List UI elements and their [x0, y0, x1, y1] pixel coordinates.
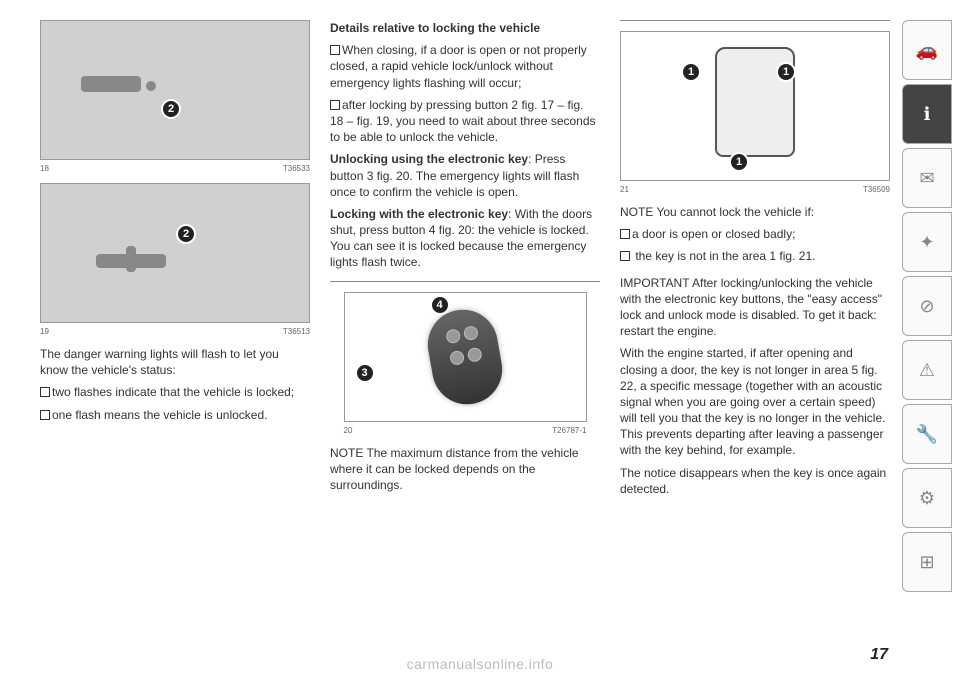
- bullet-icon: [330, 45, 340, 55]
- fig-num: 19: [40, 327, 49, 336]
- bullet-text: after locking by pressing button 2 fig. …: [330, 97, 600, 146]
- page-number: 17: [870, 646, 888, 664]
- fig-code: T26787-1: [552, 426, 586, 435]
- section-sidebar: 🚗 ℹ ✉ ✦ ⊘ ⚠ 🔧 ⚙ ⊞: [902, 20, 952, 592]
- sidebar-icon[interactable]: 🚗: [902, 20, 952, 80]
- callout-badge: 1: [681, 62, 701, 82]
- callout-badge: 3: [355, 363, 375, 383]
- callout-badge: 1: [729, 152, 749, 172]
- separator: [620, 20, 890, 21]
- sidebar-icon[interactable]: ⚙: [902, 468, 952, 528]
- fig-num: 20: [344, 426, 353, 435]
- sidebar-icon[interactable]: ⊘: [902, 276, 952, 336]
- figure-caption: 21 T36509: [620, 185, 890, 194]
- bullet-text: When closing, if a door is open or not p…: [330, 42, 600, 91]
- figure-20: 3 4: [344, 292, 587, 422]
- remote-key: [422, 304, 507, 410]
- bullet-icon: [40, 387, 50, 397]
- callout-badge: 4: [430, 295, 450, 315]
- bullet-text: a door is open or closed badly;: [620, 226, 890, 242]
- figure-21: 1 1 1: [620, 31, 890, 181]
- callout-badge: 2: [161, 99, 181, 119]
- sidebar-icon[interactable]: ✦: [902, 212, 952, 272]
- sidebar-icon[interactable]: ⊞: [902, 532, 952, 592]
- fig-code: T36513: [283, 327, 310, 336]
- fig-code: T36533: [283, 164, 310, 173]
- column-right: 1 1 1 21 T36509 NOTE You cannot lock the…: [620, 20, 890, 658]
- body-text: The notice disappears when the key is on…: [620, 465, 890, 497]
- watermark: carmanualsonline.info: [407, 656, 554, 672]
- heading: Details relative to locking the vehicle: [330, 20, 600, 36]
- note-text: NOTE The maximum distance from the vehic…: [330, 445, 600, 494]
- bullet-icon: [620, 251, 630, 261]
- bullet-icon: [620, 229, 630, 239]
- body-text: With the engine started, if after openin…: [620, 345, 890, 458]
- body-text: Unlocking using the electronic key: Pres…: [330, 151, 600, 200]
- sidebar-icon[interactable]: ⚠: [902, 340, 952, 400]
- bullet-icon: [330, 100, 340, 110]
- sidebar-icon[interactable]: 🔧: [902, 404, 952, 464]
- sidebar-icon[interactable]: ✉: [902, 148, 952, 208]
- body-text: Locking with the electronic key: With th…: [330, 206, 600, 271]
- fig-num: 21: [620, 185, 629, 194]
- figure-caption: 18 T36533: [40, 164, 310, 173]
- fig-code: T36509: [863, 185, 890, 194]
- callout-badge: 2: [176, 224, 196, 244]
- figure-caption: 20 T26787-1: [344, 426, 587, 435]
- fig-num: 18: [40, 164, 49, 173]
- column-center: Details relative to locking the vehicle …: [330, 20, 600, 658]
- figure-caption: 19 T36513: [40, 327, 310, 336]
- column-left: 2 18 T36533 2 19 T36513 The danger warni…: [40, 20, 310, 658]
- figure-18: 2: [40, 20, 310, 160]
- separator: [330, 281, 600, 282]
- body-text: The danger warning lights will flash to …: [40, 346, 310, 378]
- callout-badge: 1: [776, 62, 796, 82]
- body-text: NOTE You cannot lock the vehicle if:: [620, 204, 890, 220]
- bullet-icon: [40, 410, 50, 420]
- sidebar-icon-active[interactable]: ℹ: [902, 84, 952, 144]
- bullet-text: the key is not in the area 1 fig. 21.: [620, 248, 890, 264]
- body-text: IMPORTANT After locking/unlocking the ve…: [620, 275, 890, 340]
- bullet-text: two flashes indicate that the vehicle is…: [40, 384, 310, 400]
- figure-19: 2: [40, 183, 310, 323]
- bullet-text: one flash means the vehicle is unlocked.: [40, 407, 310, 423]
